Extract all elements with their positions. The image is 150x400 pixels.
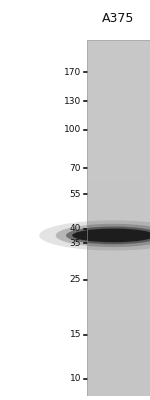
Ellipse shape bbox=[56, 224, 150, 247]
Text: A375: A375 bbox=[102, 12, 135, 25]
Text: 10: 10 bbox=[69, 374, 81, 383]
Text: 25: 25 bbox=[70, 275, 81, 284]
Text: 35: 35 bbox=[69, 239, 81, 248]
Text: 130: 130 bbox=[64, 97, 81, 106]
Ellipse shape bbox=[39, 220, 150, 250]
Bar bbox=[87, 40, 150, 396]
Text: 100: 100 bbox=[64, 125, 81, 134]
Text: 170: 170 bbox=[64, 68, 81, 77]
Ellipse shape bbox=[72, 228, 150, 242]
Text: 55: 55 bbox=[69, 190, 81, 199]
Text: 70: 70 bbox=[69, 164, 81, 173]
Text: 40: 40 bbox=[70, 224, 81, 233]
Text: 15: 15 bbox=[69, 330, 81, 339]
Ellipse shape bbox=[66, 226, 150, 244]
